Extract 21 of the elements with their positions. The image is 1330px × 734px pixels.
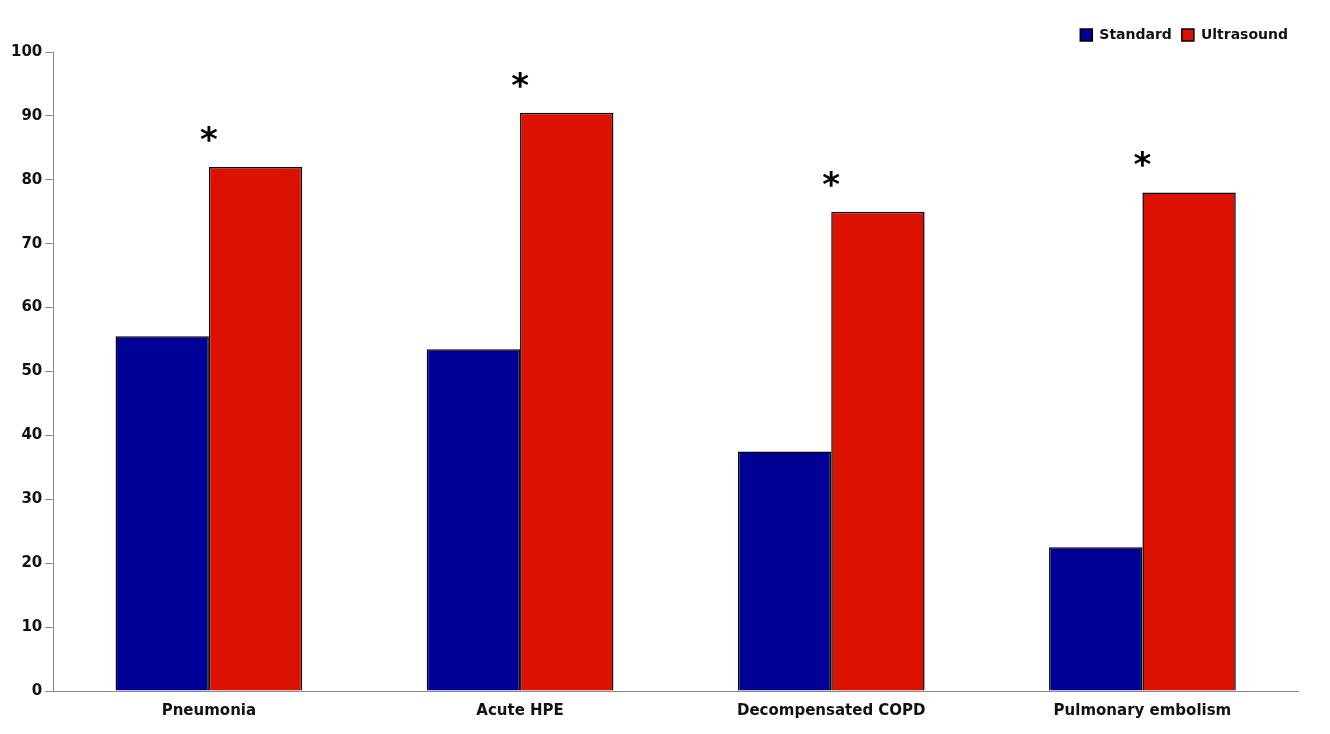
- x-tick-label: Decompensated COPD: [736, 700, 926, 719]
- annotation: *: [200, 118, 219, 159]
- y-tick-label: 0: [31, 680, 43, 699]
- y-tick-label: 40: [21, 425, 43, 444]
- y-tick-label: 70: [21, 233, 43, 252]
- annotation: *: [822, 163, 841, 204]
- x-tick-label: Acute HPE: [476, 700, 564, 719]
- y-tick-label: 80: [21, 169, 43, 188]
- annotation: *: [1133, 144, 1152, 185]
- y-tick-label: 50: [21, 361, 43, 380]
- x-tick-label: Pulmonary embolism: [1053, 700, 1232, 719]
- y-tick-label: 10: [21, 616, 43, 635]
- annotation: *: [511, 64, 530, 105]
- y-tick-label: 20: [21, 553, 43, 572]
- y-tick-label: 30: [21, 489, 43, 508]
- y-tick-label: 60: [21, 297, 43, 316]
- x-tick-label: Pneumonia: [161, 700, 257, 719]
- legend-label: Ultrasound: [1200, 25, 1289, 42]
- y-tick-label: 90: [21, 105, 43, 124]
- y-tick-label: 100: [11, 41, 43, 60]
- legend-label: Standard: [1099, 25, 1172, 42]
